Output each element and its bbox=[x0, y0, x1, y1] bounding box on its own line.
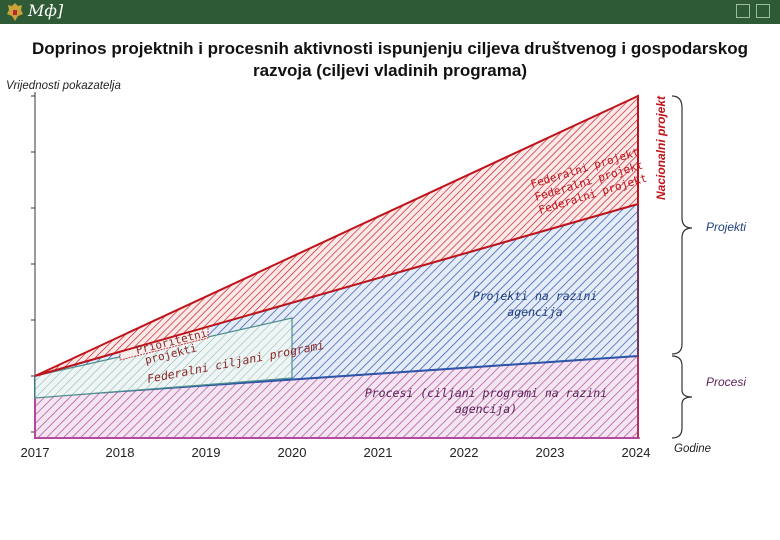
year-label: 2021 bbox=[364, 445, 393, 460]
year-label: 2018 bbox=[106, 445, 135, 460]
x-axis-label: Godine bbox=[674, 443, 711, 455]
y-axis-label: Vrijednosti pokazatelja bbox=[6, 80, 121, 92]
header-square-1 bbox=[736, 4, 750, 18]
year-label: 2022 bbox=[450, 445, 479, 460]
org-mark: Мф] bbox=[28, 1, 64, 20]
year-label: 2017 bbox=[21, 445, 50, 460]
label-agencije-1: Projekti na razini bbox=[473, 289, 598, 303]
label-procesi-2: agencija) bbox=[455, 402, 517, 416]
header-bar: Мф] bbox=[0, 0, 780, 24]
year-label: 2023 bbox=[536, 445, 565, 460]
year-label: 2019 bbox=[192, 445, 221, 460]
year-label: 2024 bbox=[622, 445, 651, 460]
label-procesi-1: Procesi (ciljani programi na razini bbox=[365, 386, 607, 400]
brace-procesi bbox=[671, 355, 693, 439]
year-label: 2020 bbox=[278, 445, 307, 460]
brace-label-procesi: Procesi bbox=[706, 375, 746, 389]
brace-projekti bbox=[671, 95, 693, 355]
x-tick-labels: 2017 2018 2019 2020 2021 2022 2023 2024 bbox=[21, 445, 651, 460]
page-title: Doprinos projektnih i procesnih aktivnos… bbox=[31, 39, 748, 80]
header-square-2 bbox=[756, 4, 770, 18]
brace-label-projekti: Projekti bbox=[706, 220, 746, 234]
label-agencije-2: agencija bbox=[507, 305, 562, 319]
coat-of-arms-icon bbox=[7, 3, 23, 21]
label-nacionalni: Nacionalni projekt bbox=[654, 95, 668, 200]
